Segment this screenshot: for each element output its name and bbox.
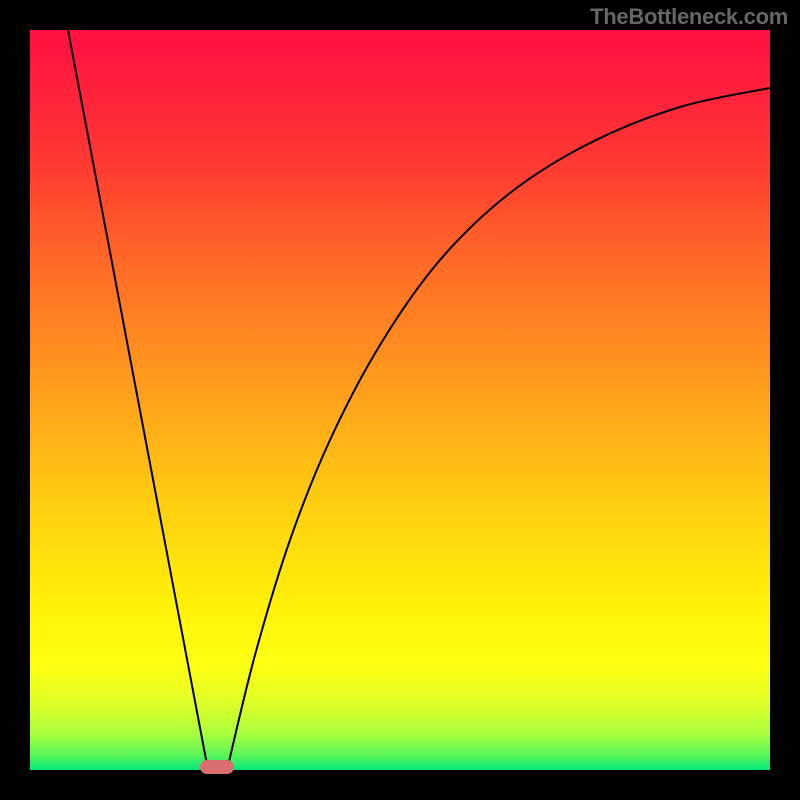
curve-left-branch	[68, 30, 208, 770]
bottleneck-curve	[30, 30, 770, 770]
watermark-text: TheBottleneck.com	[590, 4, 788, 30]
curve-right-branch	[227, 88, 770, 770]
gradient-plot-area	[30, 30, 770, 770]
optimal-point-marker	[200, 760, 234, 774]
chart-container: TheBottleneck.com	[0, 0, 800, 800]
